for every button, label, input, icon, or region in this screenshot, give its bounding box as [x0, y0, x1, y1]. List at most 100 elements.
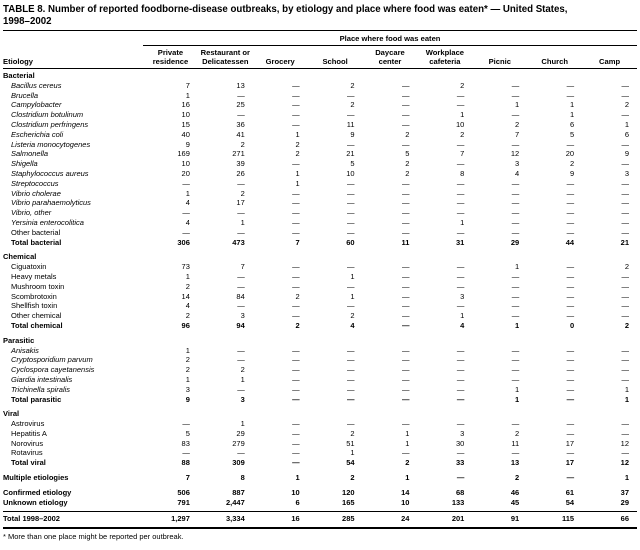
value-cell: 17	[565, 458, 575, 468]
value-cell: 54	[346, 458, 355, 468]
row-label: Cryptosporidium parvum	[11, 355, 93, 365]
value-cell: —	[566, 198, 575, 208]
value-cell: 120	[342, 487, 355, 497]
value-cell: 2	[295, 320, 300, 330]
value-cell: 2	[350, 100, 355, 110]
value-cell: 2	[350, 473, 355, 483]
value-cell: 2,447	[225, 497, 245, 507]
value-cell: —	[566, 345, 575, 355]
value-cell: —	[456, 419, 465, 429]
value-cell: —	[347, 198, 355, 208]
value-cell: 5	[569, 129, 575, 139]
value-cell: —	[292, 394, 300, 404]
value-cell: 279	[232, 438, 245, 448]
value-cell: —	[621, 448, 630, 458]
value-cell: 8	[240, 473, 245, 483]
column-header-church: Church	[527, 46, 582, 66]
row-bacillus-cereus: Bacillus cereus 7 13 — 2 — 2 — — —	[3, 81, 637, 91]
row-label: Hepatitis A	[11, 428, 47, 438]
row-label: Total viral	[11, 458, 46, 468]
etiology-column-header: Etiology	[3, 57, 33, 66]
value-cell: 1	[350, 291, 355, 301]
value-cell: 887	[232, 487, 245, 497]
value-cell: 133	[451, 497, 465, 507]
value-cell: 2	[405, 458, 410, 468]
value-cell: 45	[510, 497, 520, 507]
value-cell: 20	[565, 149, 575, 159]
value-cell: 1	[515, 384, 520, 394]
value-cell: —	[401, 208, 410, 218]
value-cell: 10	[346, 168, 355, 178]
row-label: Astrovirus	[11, 419, 45, 429]
row-label: Shellfish toxin	[11, 301, 58, 311]
table-title-line1: TABLE 8. Number of reported foodborne-di…	[3, 4, 568, 15]
value-cell: —	[566, 473, 575, 483]
value-cell: —	[237, 345, 245, 355]
row-label: Total 1998–2002	[3, 514, 60, 524]
value-cell: —	[182, 419, 190, 429]
value-cell: —	[401, 139, 410, 149]
value-cell: —	[401, 271, 410, 281]
value-cell: 2	[569, 159, 575, 169]
value-cell: —	[347, 178, 355, 188]
row-brucella: Brucella 1 — — — — — — — —	[3, 91, 637, 101]
value-cell: —	[237, 355, 245, 365]
value-cell: 37	[620, 487, 629, 497]
value-cell: —	[401, 384, 410, 394]
value-cell: —	[292, 119, 300, 129]
value-cell: 1	[624, 384, 629, 394]
row-label: Vibrio cholerae	[11, 188, 61, 198]
row-vibrio-other: Vibrio, other — — — — — — — — —	[3, 208, 637, 218]
value-cell: —	[292, 217, 300, 227]
value-cell: 12	[510, 149, 520, 159]
value-cell: 3	[515, 159, 520, 169]
column-header-camp: Camp	[582, 46, 637, 66]
value-cell: 7	[185, 80, 190, 90]
value-cell: —	[401, 262, 410, 272]
value-cell: 10	[455, 119, 465, 129]
value-cell: 2	[240, 139, 245, 149]
value-cell: —	[347, 384, 355, 394]
value-cell: 1	[185, 345, 190, 355]
table-title: TABLE 8. Number of reported foodborne-di…	[3, 4, 637, 27]
row-label: Other chemical	[11, 311, 62, 321]
value-cell: —	[456, 448, 465, 458]
section-header-label: Parasitic	[3, 335, 35, 345]
value-cell: —	[237, 208, 245, 218]
row-cyclospora-cayetanensis: Cyclospora cayetanensis 2 2 — — — — — — —	[3, 365, 637, 375]
value-cell: 29	[236, 428, 245, 438]
value-cell: —	[401, 188, 410, 198]
value-cell: 473	[232, 237, 245, 247]
value-cell: 96	[181, 320, 190, 330]
value-cell: 1	[295, 129, 300, 139]
value-cell: —	[456, 473, 465, 483]
value-cell: —	[292, 365, 300, 375]
value-cell: —	[621, 80, 630, 90]
value-cell: —	[401, 301, 410, 311]
value-cell: —	[511, 208, 520, 218]
column-header-line2: Church	[541, 57, 568, 66]
section-header-chemical: Chemical	[3, 252, 637, 262]
value-cell: —	[566, 271, 575, 281]
value-cell: 1	[350, 271, 355, 281]
row-multiple-etiologies: Multiple etiologies 7 8 1 2 1 — 2 — 1	[3, 473, 637, 483]
column-header-line2: Picnic	[488, 57, 511, 66]
value-cell: 6	[569, 119, 575, 129]
value-cell: 1	[405, 473, 410, 483]
value-cell: 2	[240, 365, 245, 375]
value-cell: —	[237, 384, 245, 394]
value-cell: —	[511, 217, 520, 227]
value-cell: —	[456, 301, 465, 311]
value-cell: 309	[232, 458, 245, 468]
row-label: Bacillus cereus	[11, 80, 62, 90]
value-cell: 2	[295, 291, 300, 301]
value-cell: 1	[240, 374, 245, 384]
value-cell: 6	[624, 129, 629, 139]
value-cell: 3	[185, 384, 190, 394]
value-cell: —	[237, 301, 245, 311]
value-cell: 3	[460, 291, 465, 301]
value-cell: —	[511, 311, 520, 321]
value-cell: 1	[569, 100, 575, 110]
row-label: Cyclospora cayetanensis	[11, 365, 95, 375]
value-cell: —	[621, 428, 630, 438]
